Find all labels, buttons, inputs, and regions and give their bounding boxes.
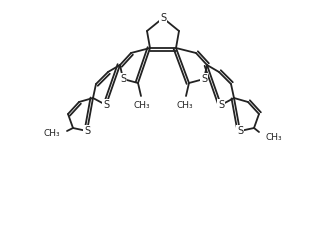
Text: S: S — [84, 126, 90, 136]
Text: S: S — [103, 100, 109, 110]
Text: CH₃: CH₃ — [134, 101, 150, 110]
Text: S: S — [201, 74, 207, 84]
Text: CH₃: CH₃ — [177, 101, 193, 110]
Text: CH₃: CH₃ — [266, 134, 283, 142]
Text: S: S — [237, 126, 243, 136]
Text: S: S — [160, 13, 166, 23]
Text: S: S — [120, 74, 126, 84]
Text: CH₃: CH₃ — [43, 130, 60, 138]
Text: S: S — [218, 100, 224, 110]
